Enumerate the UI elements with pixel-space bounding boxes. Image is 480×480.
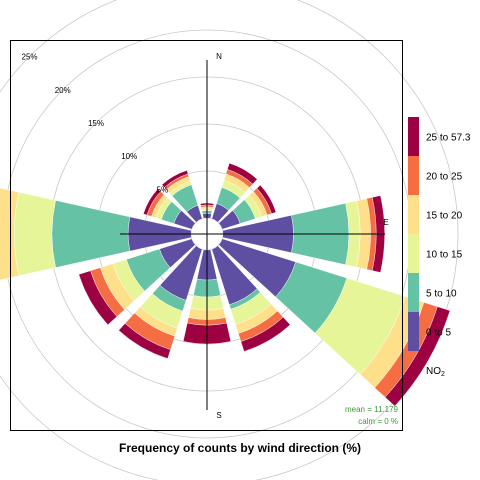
sector-270-band-1 xyxy=(51,200,131,268)
legend-label: 5 to 10 xyxy=(426,289,457,300)
legend-label: 0 to 5 xyxy=(426,328,451,339)
stats-calm: calm = 0 % xyxy=(358,417,398,426)
sector-150-band-5 xyxy=(240,316,291,352)
sector-60-band-5 xyxy=(256,184,277,214)
legend-title-main: NO xyxy=(426,366,441,377)
legend-swatch xyxy=(408,234,419,273)
sector-270-band-3 xyxy=(0,187,20,281)
ring-label: 10% xyxy=(121,152,137,161)
legend-swatch xyxy=(408,117,419,156)
legend-label: 20 to 25 xyxy=(426,172,463,183)
sector-210-band-5 xyxy=(118,323,171,359)
compass-e-label: E xyxy=(383,218,388,227)
legend: 0 to 5 5 to 10 10 to 15 15 to 20 20 to 25 25 … xyxy=(408,117,471,351)
legend-swatch xyxy=(408,312,419,351)
ring-label: 25% xyxy=(22,53,38,62)
compass-s-label: S xyxy=(216,411,221,420)
legend-label: 15 to 20 xyxy=(426,211,463,222)
sector-330-band-5 xyxy=(161,170,189,188)
legend-label: 25 to 57.3 xyxy=(426,133,471,144)
ring-label: 20% xyxy=(55,86,71,95)
ring-label: 15% xyxy=(88,119,104,128)
stats-mean: mean = 11.179 xyxy=(345,405,399,414)
plot-border xyxy=(10,40,403,431)
sector-270-band-2 xyxy=(14,192,56,276)
compass-n-label: N xyxy=(216,52,222,61)
grid-ring-4 xyxy=(0,0,459,480)
legend-title-sub: 2 xyxy=(441,371,445,378)
legend-swatch xyxy=(408,195,419,234)
chart-title: Frequency of counts by wind direction (%… xyxy=(119,441,361,455)
sector-240-band-5 xyxy=(78,270,118,326)
ring-labels: 5% 10% 15% 20% 25% xyxy=(22,53,169,195)
wind-sectors xyxy=(0,162,451,407)
ring-label: 5% xyxy=(157,185,169,194)
legend-label: 10 to 15 xyxy=(426,250,463,261)
sector-120-band-5 xyxy=(384,306,451,407)
legend-swatch xyxy=(408,156,419,195)
sector-300-band-5 xyxy=(143,188,161,216)
sector-30-band-5 xyxy=(227,162,258,185)
legend-swatch xyxy=(408,273,419,312)
legend-title: NO2 xyxy=(426,366,445,378)
